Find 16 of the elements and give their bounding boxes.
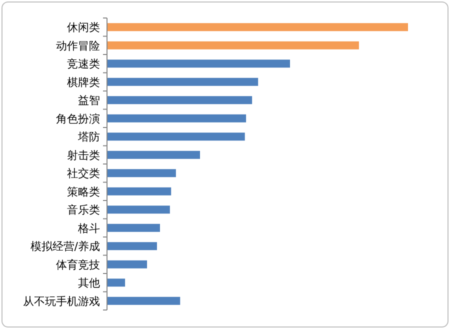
y-tick-label: 竞速类 [67,58,100,71]
y-tick-label: 休闲类 [67,21,100,34]
y-tick-label: 社交类 [67,167,100,180]
y-tick-label: 动作冒险 [56,39,100,52]
y-tick-label: 从不玩手机游戏 [23,294,100,308]
y-tick-label: 格斗 [77,222,100,235]
y-tick-label: 模拟经营/养成 [30,240,100,254]
y-tick-label: 角色扮演 [56,112,100,126]
y-tick-label: 塔防 [77,130,100,144]
y-tick-label: 其他 [78,276,100,290]
y-tick-label: 音乐类 [67,204,100,217]
y-tick-label: 益智 [78,94,100,108]
y-tick-label: 体育竞技 [56,258,100,272]
y-tick-label: 策略类 [67,185,100,198]
y-tick-label: 棋牌类 [67,76,100,89]
y-tick-label: 射击类 [67,148,100,162]
